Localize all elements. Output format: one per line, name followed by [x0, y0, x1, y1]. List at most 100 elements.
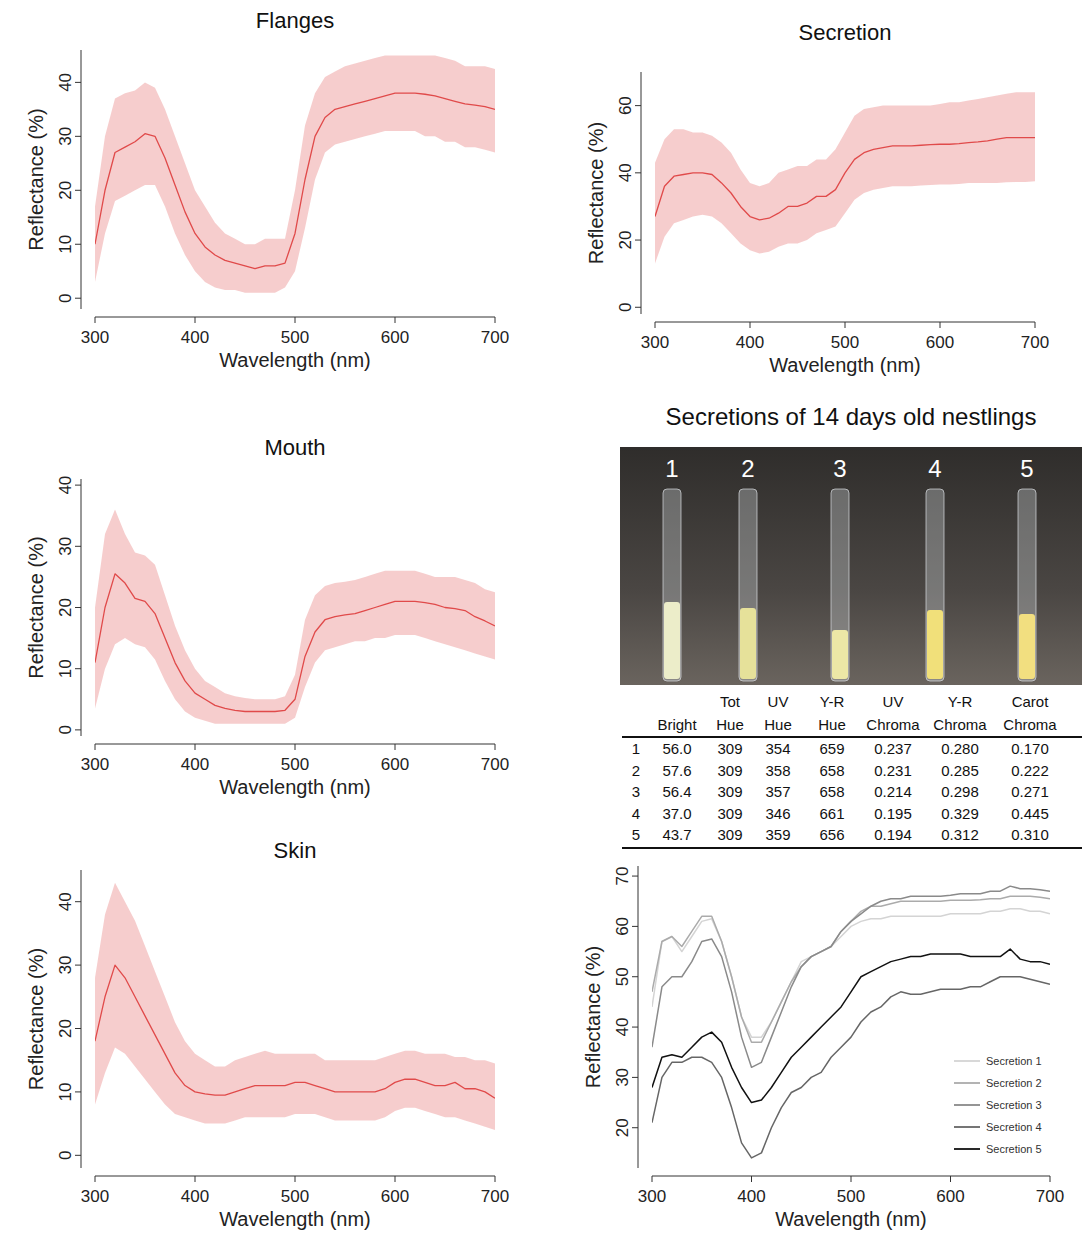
header-line: Chroma [1003, 716, 1057, 733]
y-tick [75, 244, 81, 245]
table-cell: 0.231 [874, 762, 912, 779]
x-tick-label: 300 [641, 333, 669, 352]
row-label: 5 [632, 826, 640, 843]
table-rule [622, 847, 1082, 849]
table-cell: 43.7 [662, 826, 691, 843]
y-tick-label: 30 [613, 1068, 632, 1087]
y-tick-label: 40 [613, 1018, 632, 1037]
data-layer [95, 55, 495, 292]
panel-title: Secretion [799, 20, 892, 45]
chart-panel: 300400500600700Wavelength (nm)0204060Ref… [585, 20, 1049, 376]
y-tick [635, 240, 641, 241]
table-cell: 37.0 [662, 805, 691, 822]
y-tick [632, 876, 638, 877]
legend: Secretion 1Secretion 2Secretion 3Secreti… [954, 1055, 1042, 1155]
y-tick [75, 729, 81, 730]
column-header: Bright [657, 716, 697, 733]
y-axis-line [81, 50, 82, 309]
table-cell: 0.310 [1011, 826, 1049, 843]
row-label: 1 [632, 740, 640, 757]
y-tick-label: 10 [56, 1082, 75, 1101]
table-cell: 56.0 [662, 740, 691, 757]
y-tick [635, 172, 641, 173]
y-tick [75, 82, 81, 83]
y-tick-label: 50 [613, 967, 632, 986]
tube [1018, 489, 1036, 681]
confidence-band [95, 883, 495, 1130]
tube-label: 4 [928, 455, 941, 482]
confidence-band [655, 92, 1035, 263]
series-line [652, 896, 1050, 1042]
table-cell: 656 [819, 826, 844, 843]
secretion-liquid [1019, 614, 1035, 679]
y-tick [632, 1027, 638, 1028]
table-cell: 354 [765, 740, 790, 757]
y-axis-title: Reflectance (%) [25, 108, 47, 250]
x-tick-label: 600 [926, 333, 954, 352]
table-cell: 357 [765, 783, 790, 800]
legend-swatch [954, 1082, 980, 1084]
x-tick [295, 744, 296, 750]
tube-label: 3 [833, 455, 846, 482]
secretion-liquid [927, 610, 943, 679]
y-tick-label: 40 [56, 73, 75, 92]
table-cell: 0.280 [941, 740, 979, 757]
y-tick-label: 20 [613, 1118, 632, 1137]
confidence-band [95, 510, 495, 724]
y-tick-label: 20 [56, 1019, 75, 1038]
x-tick-label: 300 [81, 328, 109, 347]
y-tick-label: 30 [56, 537, 75, 556]
table-cell: 0.271 [1011, 783, 1049, 800]
y-axis-line [81, 870, 82, 1168]
y-tick [635, 105, 641, 106]
y-tick [75, 190, 81, 191]
x-tick [940, 322, 941, 328]
x-tick-label: 600 [381, 328, 409, 347]
x-axis-title: Wavelength (nm) [219, 1208, 371, 1230]
x-axis-title: Wavelength (nm) [775, 1208, 927, 1230]
tube [663, 489, 681, 681]
series-line [95, 93, 495, 268]
x-tick [395, 744, 396, 750]
y-axis-title: Reflectance (%) [585, 122, 607, 264]
chart-panel: 300400500600700Wavelength (nm)010203040R… [25, 838, 509, 1230]
tube-label: 5 [1020, 455, 1033, 482]
table-cell: 0.170 [1011, 740, 1049, 757]
y-axis-line [638, 866, 639, 1168]
header-line: Y-R [820, 693, 845, 710]
x-tick-label: 400 [737, 1187, 765, 1206]
x-tick [950, 1176, 951, 1182]
panel-title: Flanges [256, 8, 334, 33]
y-tick-label: 0 [56, 293, 75, 302]
column-header: Y-RHue [818, 693, 846, 733]
series-line [95, 574, 495, 712]
x-tick-label: 600 [381, 755, 409, 774]
table-cell: 359 [765, 826, 790, 843]
table-cell: 0.285 [941, 762, 979, 779]
tube [926, 489, 944, 681]
header-line: Hue [716, 716, 744, 733]
y-axis-title: Reflectance (%) [25, 536, 47, 678]
legend-label: Secretion 4 [986, 1121, 1042, 1133]
row-label: 3 [632, 783, 640, 800]
x-tick [495, 317, 496, 323]
table-cell: 0.222 [1011, 762, 1049, 779]
column-header: Y-RChroma [933, 693, 987, 733]
column-header: UVHue [764, 693, 792, 733]
table-cell: 0.194 [874, 826, 912, 843]
x-tick [95, 317, 96, 323]
series-line [652, 909, 1050, 1037]
series-line [95, 965, 495, 1098]
table-cell: 0.195 [874, 805, 912, 822]
y-tick [75, 1091, 81, 1092]
x-tick [1050, 1176, 1051, 1182]
data-layer [95, 883, 495, 1130]
y-tick-label: 0 [56, 1151, 75, 1160]
row-label: 2 [632, 762, 640, 779]
header-line: Chroma [933, 716, 987, 733]
header-line: UV [883, 693, 904, 710]
x-tick-label: 400 [181, 755, 209, 774]
table-cell: 0.445 [1011, 805, 1049, 822]
y-tick-label: 10 [56, 235, 75, 254]
y-tick [75, 136, 81, 137]
